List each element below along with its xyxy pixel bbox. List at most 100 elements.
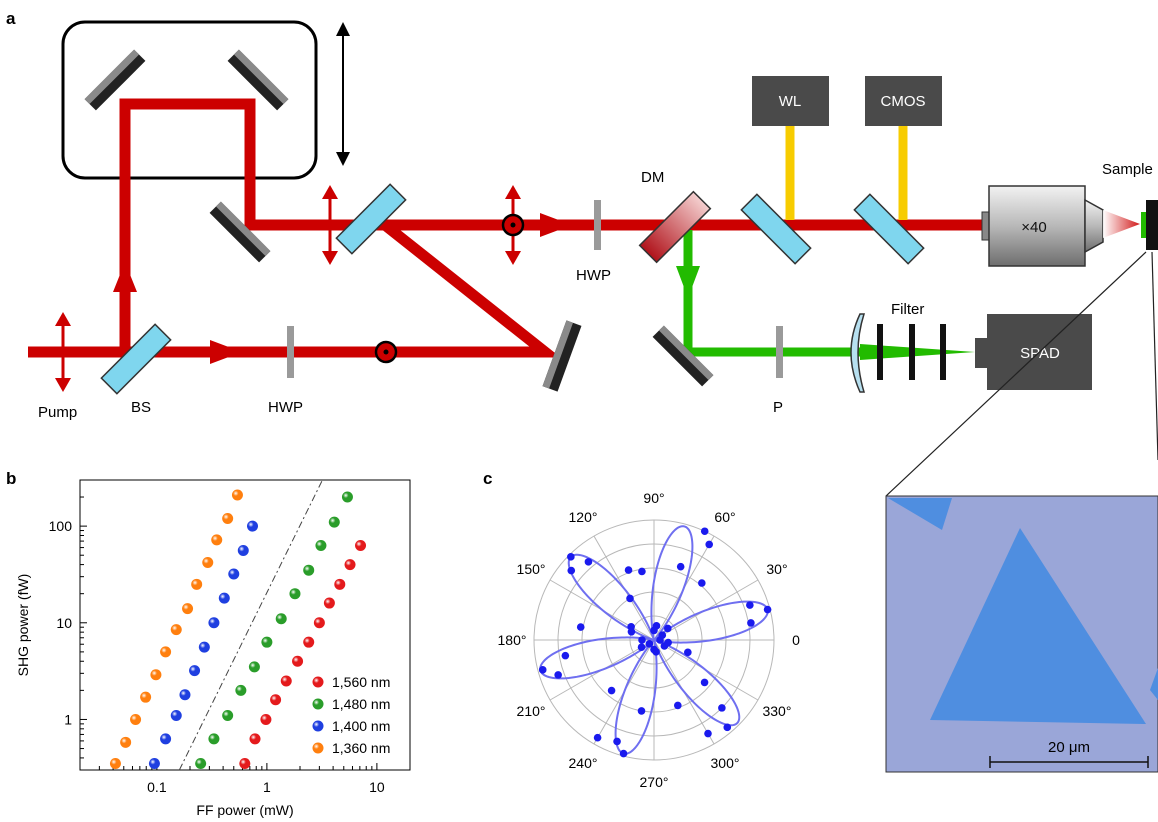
data-points [538,527,772,758]
objective-label: ×40 [1021,219,1046,236]
angle-label: 180° [498,632,527,648]
data-point [160,733,172,745]
data-point [280,675,292,687]
sample-label: Sample [1102,161,1153,178]
filter-label: Filter [891,301,924,318]
data-point [554,671,562,679]
data-point [189,665,201,677]
micrograph-inset: 20 μm [885,495,1158,773]
data-point [289,588,301,600]
mirror-icon [84,49,146,111]
angle-labels: 0 30° 60° 90° 120° 150° 180° 210° 240° 270° 300° 33… [498,490,801,790]
legend-marker [312,742,324,754]
flake-corner [888,498,952,530]
data-point [247,520,259,532]
data-point [663,624,672,633]
data-point [723,723,732,732]
data-point [222,512,234,524]
fit-curve [539,525,769,755]
beamsplitter [740,193,812,265]
data-point [235,684,247,696]
panel-label-b: b [6,469,16,488]
mirror-icon [209,201,271,263]
data-point [674,701,682,710]
data-point [700,527,709,536]
data-point [270,694,282,706]
data-point [313,617,325,629]
scale-bar [989,756,1149,768]
data-point [627,627,636,636]
data-point [182,603,194,615]
data-point [170,709,182,721]
data-point [140,691,152,703]
data-point [637,707,646,715]
axis-ticks: 0.1 1 10 1 10 100 [49,479,411,795]
polarizer-label: P [773,399,783,416]
data-point [567,566,576,575]
angle-label: 210° [517,703,546,719]
mirrors [84,49,714,392]
objective-icon [981,185,1140,267]
data-point [239,758,251,770]
mirror-icon [652,325,714,387]
data-point [148,758,160,770]
cmos-label: CMOS [881,93,926,110]
data-point [763,605,772,614]
data-point [208,733,220,745]
data-point [658,631,667,639]
data-point [202,557,214,569]
cmos-box [865,76,942,126]
y-tick-label: 10 [56,615,72,631]
flake-triangle [930,528,1146,724]
data-point [261,636,273,648]
angle-label: 0 [792,632,800,648]
polarizer-plate [776,326,783,378]
legend-marker [312,676,324,688]
data-point [747,619,755,627]
legend-marker [312,698,324,710]
data-point [195,758,207,770]
data-point [150,669,162,681]
panel-a-setup: a [6,9,1158,773]
data-point [218,592,230,604]
data-point [170,624,182,636]
hwp-lower-plate [287,326,294,378]
data-point [120,736,132,748]
data-point [613,737,621,746]
data-point [191,578,203,590]
data-point [584,558,593,566]
angle-label: 270° [640,774,669,790]
data-point [650,626,658,635]
data-point [344,559,356,571]
data-point [303,636,315,648]
data-point [746,601,754,609]
data-point [652,648,660,656]
data-point [208,617,220,629]
data-point [624,566,633,574]
data-point [705,540,713,549]
legend-entry: 1,400 nm [332,718,390,734]
x-axis-label: FF power (mW) [196,802,293,818]
panel-label-c: c [483,469,492,488]
legend-marker [312,720,324,732]
bs-label: BS [131,399,151,416]
dichroic-mirror [638,190,712,264]
data-point [228,568,240,580]
data-point [593,733,602,742]
mirror-icon [542,320,582,392]
data-point [231,489,243,501]
y-tick-label: 1 [64,711,72,727]
y-axis-label: SHG power (fW) [15,574,31,677]
data-point [718,704,726,712]
data-point [576,623,585,631]
x-tick-label: 0.1 [147,779,167,795]
data-point [328,516,340,528]
beamsplitter [335,183,407,255]
data-point [211,534,223,546]
data-point [160,646,172,658]
hwp-lower-label: HWP [268,399,303,416]
angle-label: 150° [517,561,546,577]
data-point [700,678,709,687]
